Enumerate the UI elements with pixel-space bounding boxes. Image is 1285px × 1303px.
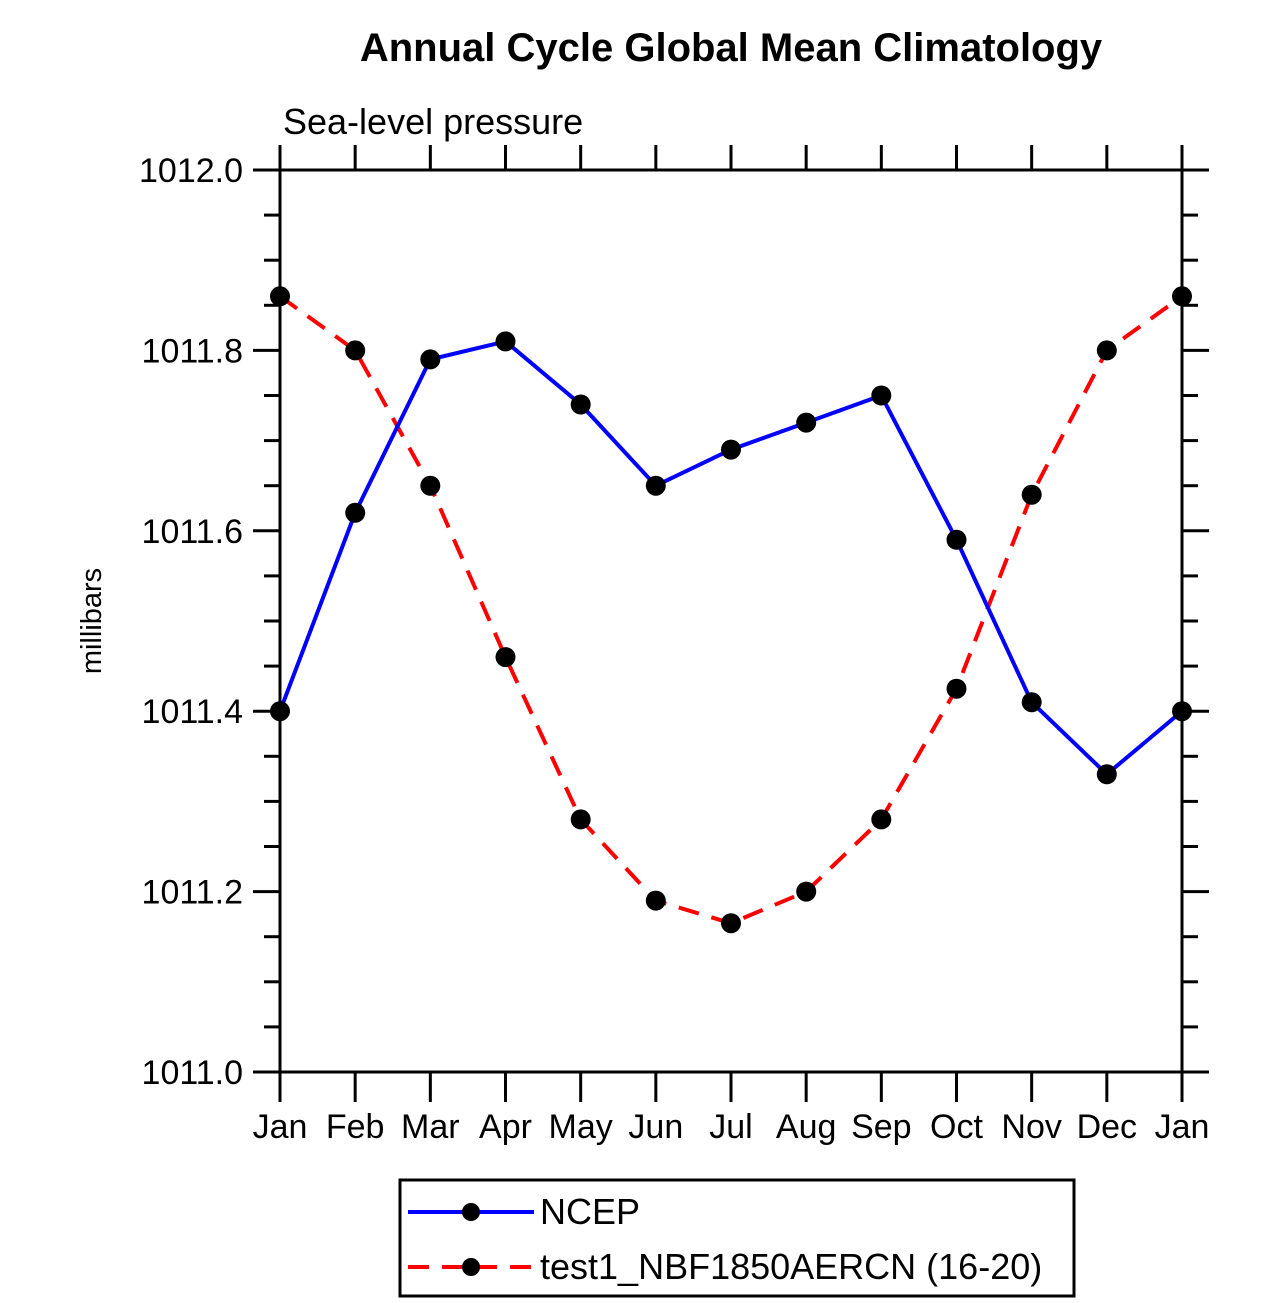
ncep-marker [495, 331, 516, 352]
ncep-marker [420, 349, 441, 370]
legend: NCEP test1_NBF1850AERCN (16-20) [398, 1178, 1076, 1298]
y-tick-label: 1012.0 [139, 152, 243, 190]
x-tick-label: Mar [401, 1108, 460, 1146]
ncep-marker [345, 502, 366, 523]
chart-subtitle: Sea-level pressure [283, 101, 584, 142]
x-tick-label: Jan [1155, 1108, 1210, 1146]
ncep-marker [1172, 701, 1192, 722]
test1-marker [345, 340, 366, 361]
legend-label-test1: test1_NBF1850AERCN (16-20) [540, 1246, 1042, 1287]
ncep-marker [645, 475, 666, 496]
test1-marker [1096, 340, 1117, 361]
ncep-marker [871, 385, 892, 406]
test1-marker [871, 809, 892, 830]
x-tick-label: Nov [1001, 1108, 1061, 1146]
test1-marker [721, 913, 741, 934]
x-tick-label: Dec [1077, 1108, 1137, 1146]
legend-box [398, 1178, 1076, 1298]
x-tick-label: Sep [851, 1108, 912, 1146]
test1-marker [420, 475, 441, 496]
x-tick-label: Apr [479, 1108, 532, 1146]
test1-marker [1172, 286, 1192, 307]
x-tick-label: May [549, 1108, 613, 1146]
y-tick-label: 1011.6 [142, 513, 243, 551]
test1-marker [796, 881, 817, 902]
ncep-line [278, 339, 1184, 777]
test1-marker [570, 809, 591, 830]
ncep-marker [1096, 764, 1117, 785]
x-tick-label: Oct [930, 1108, 983, 1146]
legend-marker-ncep [462, 1203, 480, 1221]
ncep-marker [1021, 692, 1042, 713]
test1-marker [495, 647, 516, 668]
ncep-marker [570, 394, 591, 415]
legend-marker-test1 [462, 1258, 480, 1276]
test1-marker [1021, 484, 1042, 505]
chart-title: Annual Cycle Global Mean Climatology [359, 26, 1103, 70]
x-tick-label: Aug [776, 1108, 837, 1146]
axes: Jan Feb Mar Apr May Jun Jul Aug Sep Oct Nov Dec Jan 1… [139, 145, 1209, 1146]
y-tick-label: 1011.8 [142, 332, 243, 370]
ncep-marker [946, 529, 967, 550]
x-tick-label: Jul [709, 1108, 752, 1146]
test1-marker [645, 890, 666, 911]
ncep-marker [796, 412, 817, 433]
data-series [270, 286, 1192, 934]
ncep-marker [270, 701, 290, 722]
y-tick-label: 1011.2 [142, 874, 243, 912]
y-tick-label: 1011.0 [142, 1054, 243, 1092]
legend-label-ncep: NCEP [540, 1191, 640, 1232]
test1-marker [946, 678, 967, 699]
x-tick-label: Jan [253, 1108, 308, 1146]
test1-marker [270, 286, 290, 307]
plot-frame [278, 168, 1184, 1074]
x-tick-label: Feb [326, 1108, 385, 1146]
y-axis-label: millibars [76, 568, 108, 674]
y-tick-label: 1011.4 [142, 693, 243, 731]
ncep-marker [721, 439, 741, 460]
x-tick-label: Jun [628, 1108, 683, 1146]
